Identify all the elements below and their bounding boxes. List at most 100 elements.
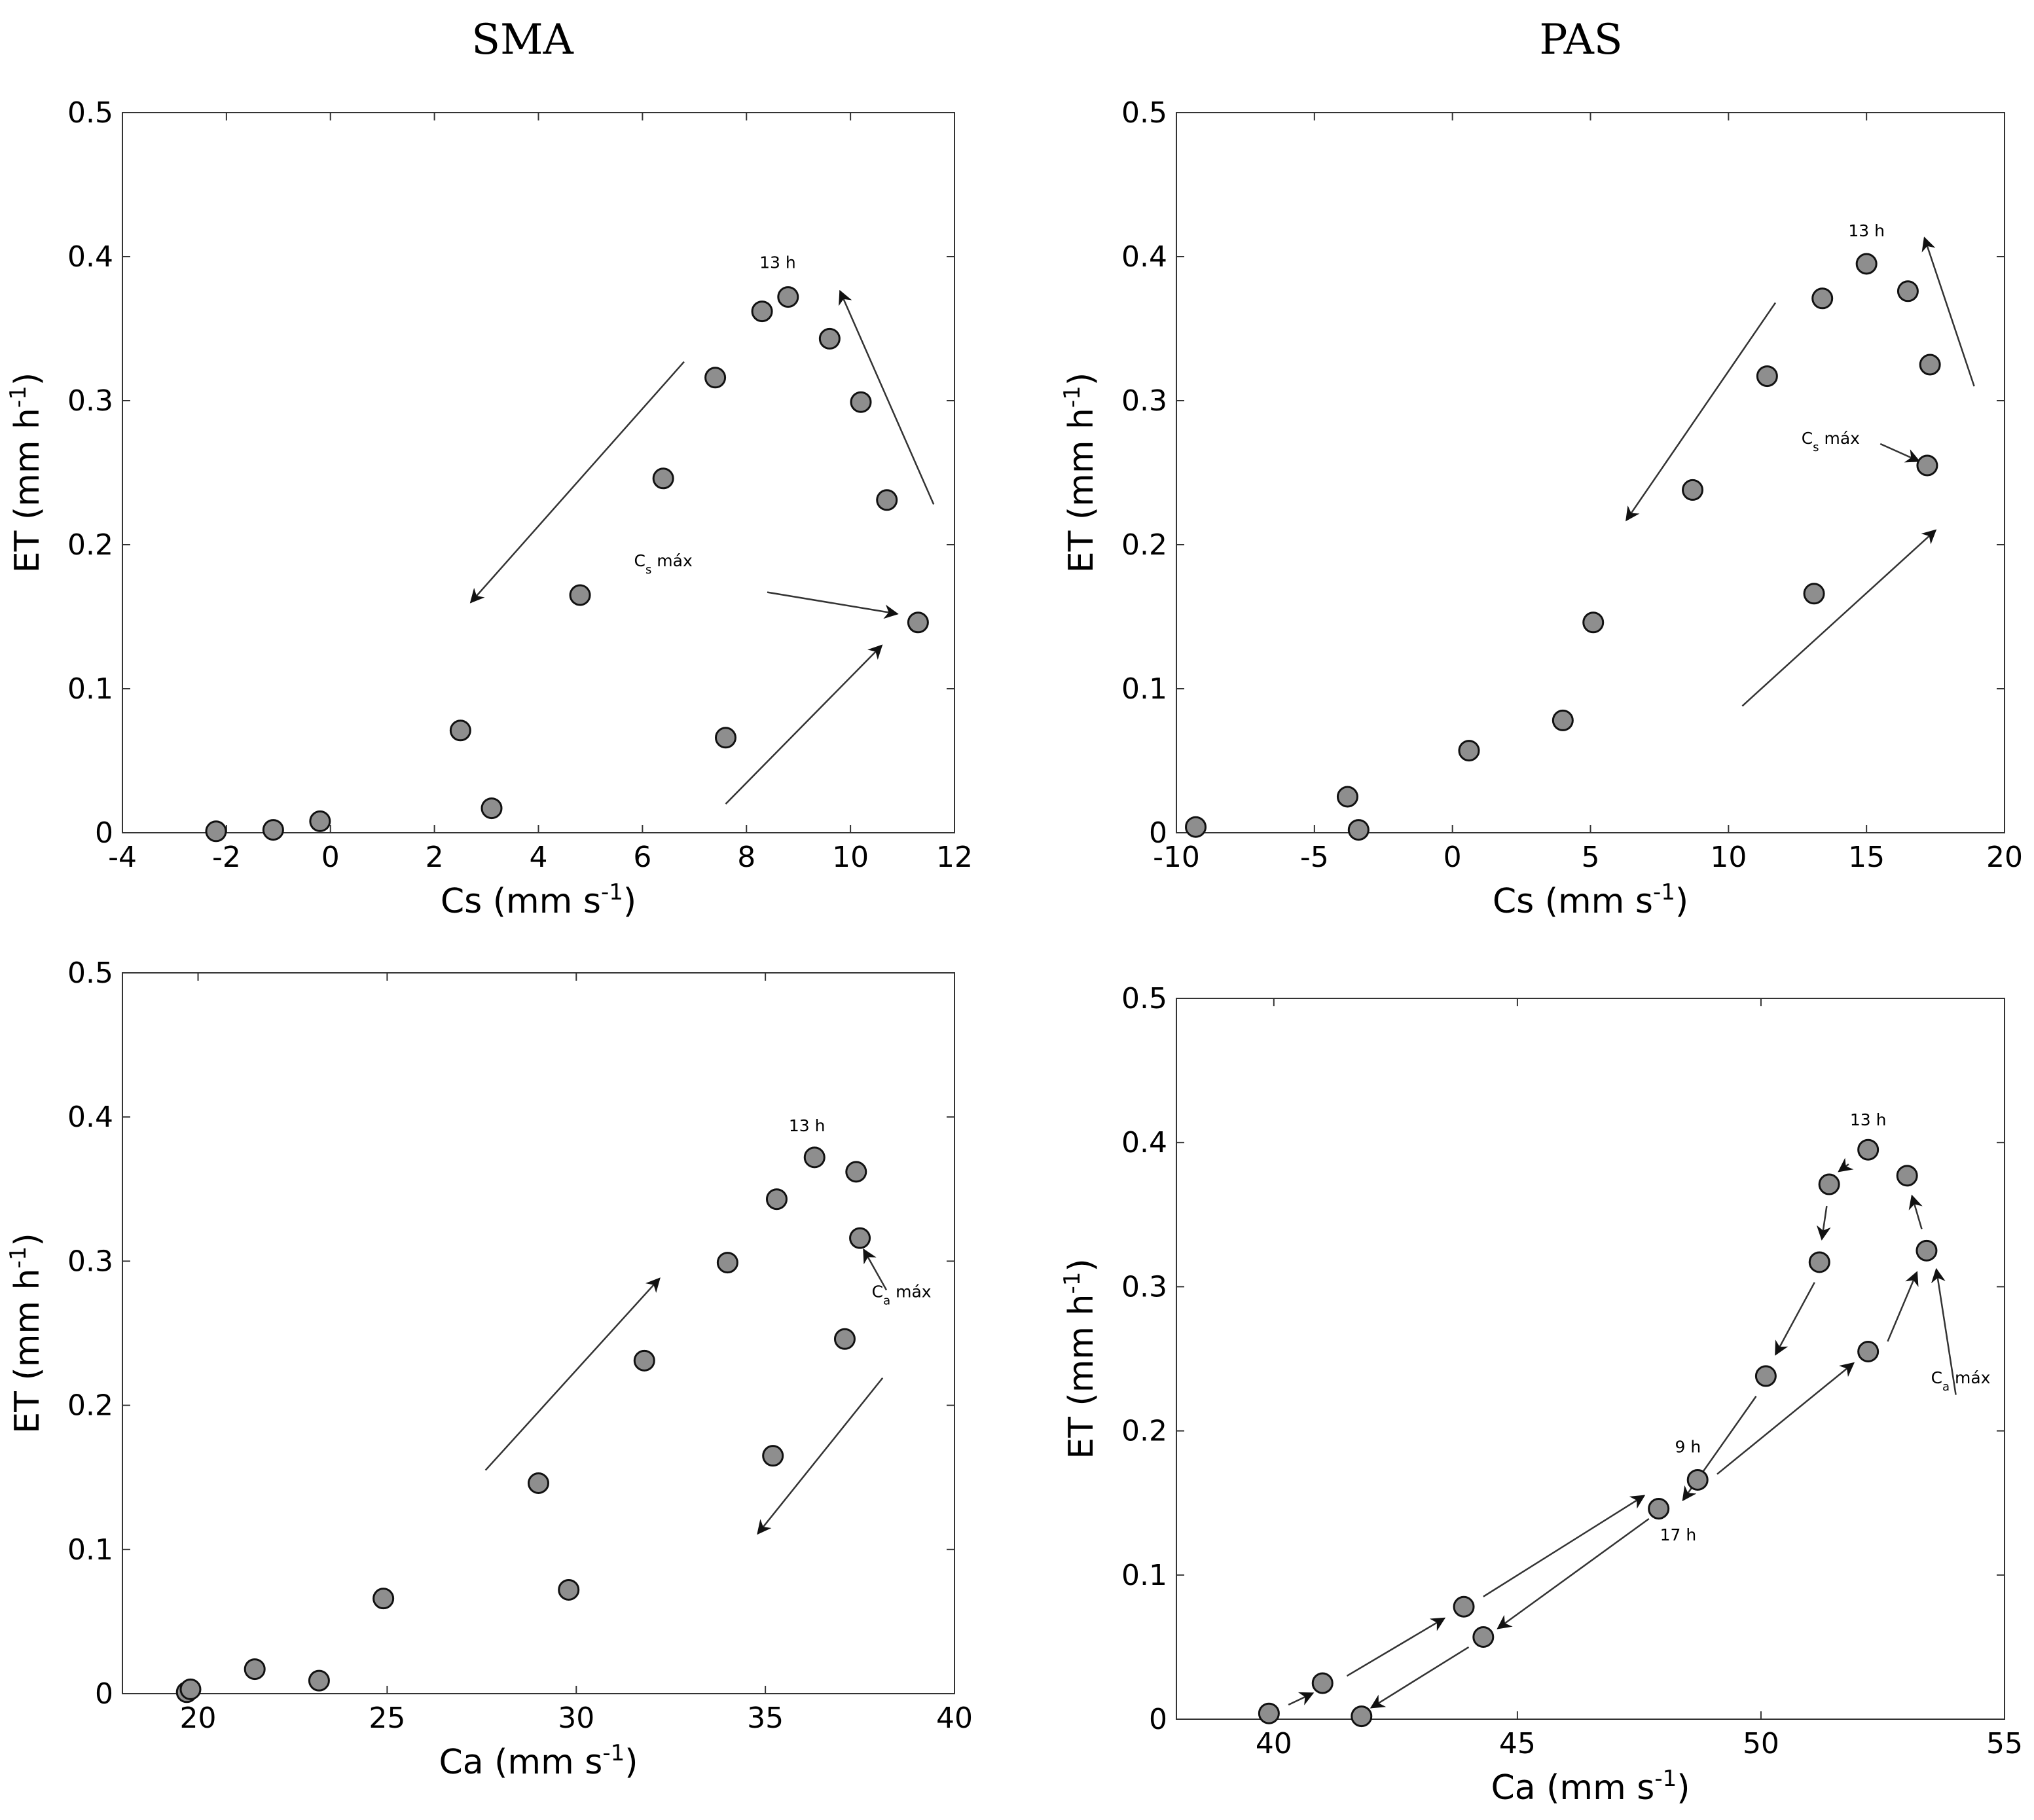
data-point: [876, 489, 898, 511]
y-axis-label: ET (mm h-1): [5, 373, 47, 573]
trajectory-arrow: [1346, 1617, 1446, 1677]
data-point: [765, 1188, 788, 1210]
annotation-label: Ca máx: [872, 1282, 932, 1307]
x-tick-label: 10: [1710, 841, 1747, 874]
data-point: [449, 719, 471, 742]
column-title-pas: PAS: [1539, 16, 1622, 64]
annotation-label: 13 h: [789, 1116, 826, 1135]
chart-sma-cs: -4 -2 0 2 4 6 8 10 12 0 0.1 0.2 0.3 0.4 0.5 Cs (mm s-1)…: [5, 96, 973, 921]
data-point: [1916, 454, 1938, 477]
data-point: [481, 797, 503, 820]
trajectory-arrow: [1716, 1362, 1855, 1475]
data-point: [1808, 1251, 1830, 1273]
annotation-label: Ca máx: [1931, 1368, 1991, 1394]
trajectory-arrow: [484, 1277, 661, 1471]
x-tick-label: -10: [1153, 841, 1200, 874]
y-tick-label: 0.4: [1121, 240, 1167, 274]
x-tick-label: 50: [1743, 1727, 1779, 1760]
data-point: [528, 1472, 549, 1495]
trajectory-arrow: [863, 1248, 888, 1291]
trajectory-arrow: [1921, 236, 1975, 387]
data-point: [244, 1658, 266, 1681]
annotation-label: 17 h: [1660, 1525, 1697, 1544]
trajectory-arrow: [1497, 1518, 1650, 1629]
trajectory-arrow: [757, 1377, 884, 1535]
data-point: [777, 286, 799, 308]
y-tick-label: 0.4: [67, 240, 113, 274]
x-tick-label: 5: [1582, 841, 1600, 874]
data-point: [1185, 816, 1207, 838]
x-tick-label: 40: [1256, 1727, 1292, 1760]
trajectory-arrow: [469, 361, 685, 604]
data-point: [1258, 1702, 1280, 1724]
x-tick-label: -2: [212, 841, 241, 874]
x-axis-label: Ca (mm s-1): [1491, 1766, 1690, 1808]
y-tick-label: 0.4: [67, 1101, 113, 1134]
y-tick-label: 0.1: [67, 1533, 113, 1567]
annotation-label: 13 h: [1848, 221, 1885, 240]
annotation-label: Cs máx: [634, 551, 693, 577]
data-point: [751, 300, 773, 323]
plot-frame: [122, 972, 955, 1694]
chart-pas-cs: -10 -5 0 5 10 15 20 0 0.1 0.2 0.3 0.4 0.5 Cs (mm s-1)…: [1059, 96, 2023, 921]
y-tick-label: 0.1: [1121, 672, 1167, 706]
trajectory-arrow: [1838, 1157, 1854, 1173]
data-point: [704, 367, 727, 389]
trajectory-arrow: [1931, 1267, 1957, 1395]
data-point: [179, 1678, 202, 1700]
data-point: [1458, 740, 1480, 762]
x-tick-label: 8: [737, 841, 755, 874]
data-point: [1916, 1239, 1938, 1262]
plot-frame: [1176, 998, 2005, 1720]
data-point: [262, 819, 284, 841]
y-tick-label: 0.3: [67, 1245, 113, 1278]
chart-sma-ca: 20 25 30 35 40 0 0.1 0.2 0.3 0.4 0.5 Ca (mm s-1) ET …: [5, 956, 973, 1782]
x-axis-label: Cs (mm s-1): [441, 879, 636, 921]
trajectory-arrow: [1483, 1495, 1646, 1597]
trajectory-arrow: [1887, 1271, 1919, 1342]
annotation-label: 9 h: [1675, 1438, 1701, 1457]
charts-container: -4 -2 0 2 4 6 8 10 12 0 0.1 0.2 0.3 0.4 0.5 Cs (mm s-1)…: [5, 96, 2023, 1808]
trajectory-arrow: [1741, 529, 1937, 707]
y-tick-label: 0: [95, 1677, 113, 1711]
y-tick-label: 0: [1149, 816, 1167, 850]
data-point: [1682, 479, 1704, 501]
trajectory-arrow: [1288, 1692, 1315, 1706]
data-point: [1336, 786, 1358, 808]
data-point: [1686, 1468, 1709, 1491]
x-tick-label: 6: [633, 841, 651, 874]
y-tick-label: 0.1: [67, 672, 113, 706]
data-point: [833, 1328, 856, 1350]
data-point: [1756, 365, 1778, 388]
x-tick-label: 2: [426, 841, 444, 874]
x-tick-label: 20: [180, 1702, 217, 1735]
data-point: [1803, 583, 1825, 605]
x-tick-label: 0: [1444, 841, 1462, 874]
data-point: [850, 391, 872, 413]
data-point: [372, 1588, 395, 1610]
x-tick-label: 30: [558, 1702, 594, 1735]
data-point: [1582, 611, 1605, 634]
data-point: [1648, 1498, 1670, 1520]
data-point: [762, 1445, 784, 1467]
y-tick-label: 0.2: [1121, 1415, 1167, 1448]
annotation-label: 13 h: [1850, 1110, 1887, 1129]
data-point: [1896, 1165, 1918, 1187]
trajectory-arrow: [767, 591, 899, 619]
y-tick-label: 0.3: [1121, 1270, 1167, 1303]
data-point: [714, 727, 736, 749]
data-point: [907, 611, 929, 634]
y-tick-label: 0.4: [1121, 1126, 1167, 1159]
x-tick-label: 12: [936, 841, 973, 874]
trajectory-arrow: [725, 644, 883, 805]
trajectory-arrow: [1816, 1205, 1831, 1241]
data-point: [1453, 1595, 1475, 1618]
x-tick-label: 55: [1986, 1727, 2023, 1760]
y-tick-label: 0.2: [67, 528, 113, 562]
y-tick-label: 0.5: [1121, 982, 1167, 1015]
y-tick-label: 0: [95, 816, 113, 850]
x-axis-label: Cs (mm s-1): [1493, 879, 1688, 921]
y-tick-label: 0.1: [1121, 1559, 1167, 1592]
y-tick-label: 0: [1149, 1703, 1167, 1736]
